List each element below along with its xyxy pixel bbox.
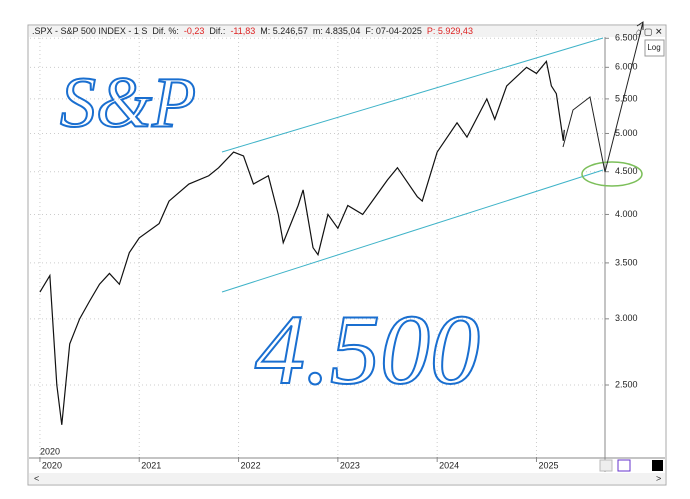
chart-frame <box>27 24 667 486</box>
x-tick-label: 2023 <box>340 460 360 470</box>
header-item: -11,83 <box>230 26 255 36</box>
scroll-left[interactable]: < <box>34 473 39 483</box>
tool-icon[interactable] <box>599 459 613 472</box>
projection <box>562 21 644 173</box>
x-tick-label: 2024 <box>439 460 459 470</box>
y-tick-label: 2.500 <box>615 379 638 389</box>
y-tick-label: 6.500 <box>615 33 638 43</box>
header-item: Dif. %: <box>152 26 179 36</box>
hand-annotation: 4.500 <box>255 294 480 405</box>
header-item: P: 5.929,43 <box>427 26 473 36</box>
log-button[interactable] <box>644 39 665 57</box>
price-line <box>39 59 565 425</box>
header-item: Dif.: <box>209 26 225 36</box>
hand-annotation: S&P <box>60 63 196 143</box>
header-item: M: 5.246,57 <box>260 26 308 36</box>
header-bar <box>29 26 665 37</box>
y-tick-label: 5.500 <box>615 93 638 103</box>
header-icons[interactable]: ⌂ ▢ ✕ <box>636 26 662 36</box>
target-ellipse <box>581 161 643 187</box>
x-tick-label: 2020 <box>42 460 62 470</box>
y-tick-label: 4.500 <box>615 166 638 176</box>
y-tick-label: 3.500 <box>615 257 638 267</box>
channel-upper <box>221 37 604 153</box>
header-item: -0,23 <box>184 26 205 36</box>
color-icon[interactable] <box>652 460 663 471</box>
header: .SPX - S&P 500 INDEX - 1 S Dif. %: -0,23 Di… <box>32 26 473 36</box>
y-tick-label: 4.000 <box>615 209 638 219</box>
scrollbar[interactable] <box>29 473 665 484</box>
save-icon[interactable] <box>617 459 631 472</box>
x-tick-label: 2022 <box>241 460 261 470</box>
header-item: F: 07-04-2025 <box>365 26 422 36</box>
period-label: 2020 <box>40 446 60 456</box>
scroll-right[interactable]: > <box>656 473 661 483</box>
y-tick-label: 5.000 <box>615 128 638 138</box>
y-tick-label: 3.000 <box>615 313 638 323</box>
header-item: m: 4.835,04 <box>313 26 361 36</box>
projection-arrow <box>636 21 644 30</box>
channel-lower <box>221 169 604 293</box>
y-tick-label: 6.000 <box>615 62 638 72</box>
header-item: .SPX - S&P 500 INDEX - 1 S <box>32 26 147 36</box>
log-button-label[interactable]: Log <box>647 43 660 52</box>
x-tick-label: 2021 <box>141 460 161 470</box>
x-tick-label: 2025 <box>538 460 558 470</box>
